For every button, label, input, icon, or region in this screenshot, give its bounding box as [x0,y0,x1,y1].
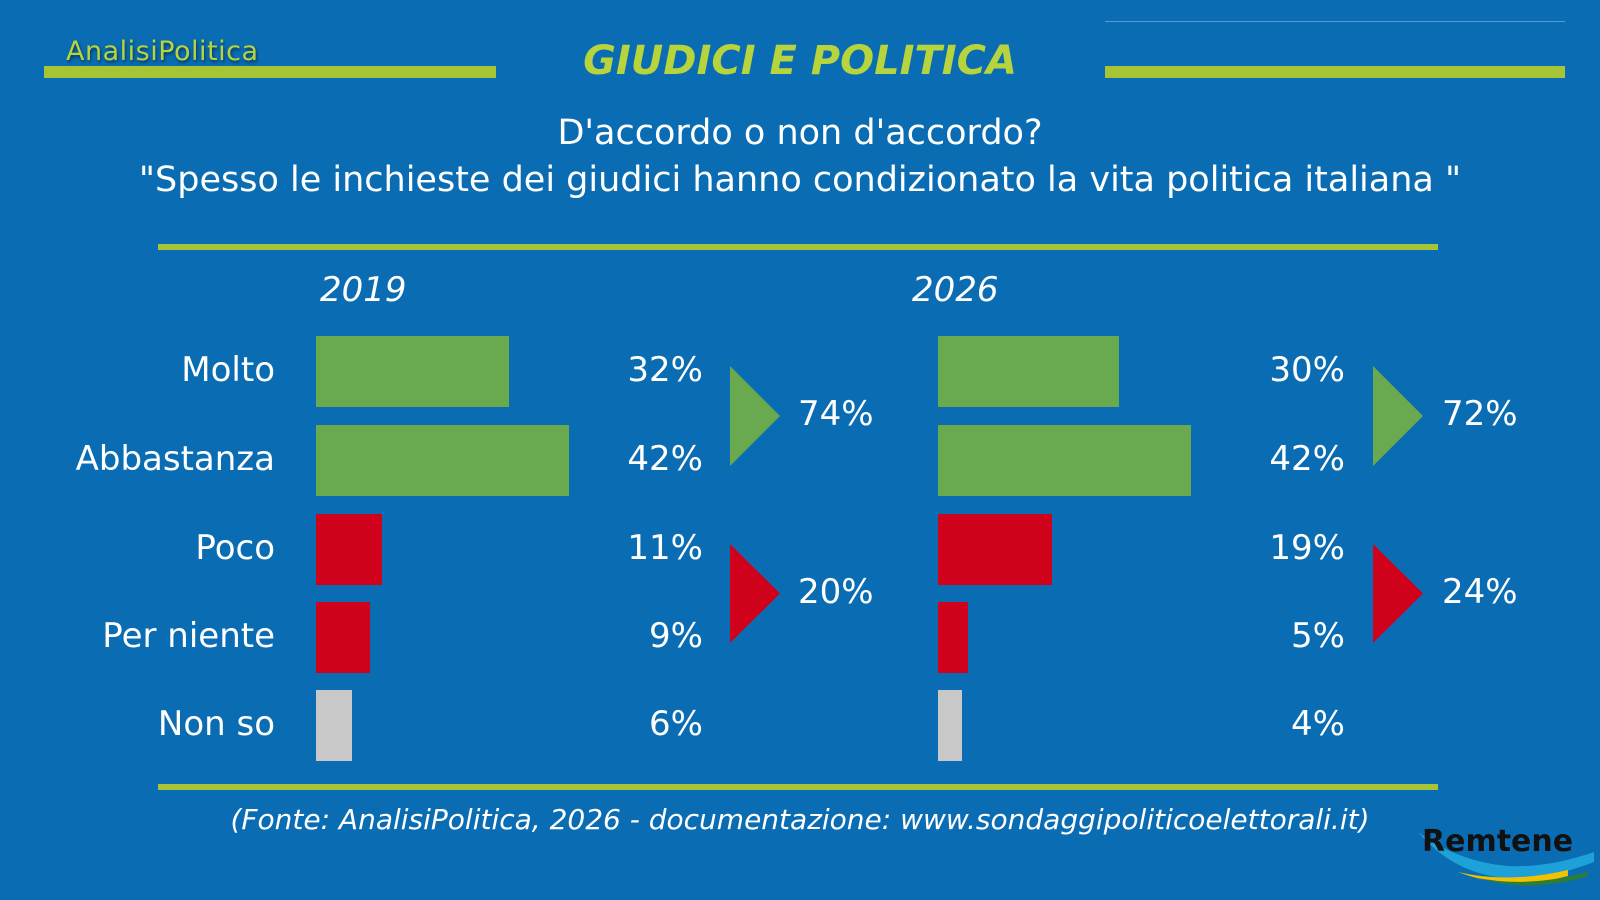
logo-wordmark: Remtene [1422,824,1574,859]
logo-swoosh [1418,832,1594,886]
category-label: Per niente [102,616,275,656]
value-label: 30% [1269,350,1345,390]
question-intro: D'accordo o non d'accordo? [557,113,1043,153]
value-label: 32% [627,350,703,390]
agree-total-label: 72% [1442,394,1518,434]
value-label: 42% [627,439,703,479]
agree-group-arrow [1373,366,1423,466]
bar [938,514,1052,585]
header-rule-left [44,66,496,78]
brand-logo: AnalisiPolitica [66,36,259,67]
category-label: Abbastanza [75,439,275,479]
year-label: 2026 [912,270,999,310]
category-label: Non so [157,704,275,744]
source-note: (Fonte: AnalisiPolitica, 2026 - document… [230,803,1370,836]
disagree-total-label: 24% [1442,571,1518,612]
bar [316,602,370,673]
arrow-shape [1373,544,1423,643]
arrow-shape [730,544,780,643]
bar [316,690,352,761]
arrow-shape [1373,366,1423,466]
disagree-total-label: 20% [798,571,874,612]
bar [316,425,569,496]
agree-group-arrow [730,366,780,466]
value-label: 11% [627,528,703,568]
value-label: 5% [1291,616,1345,656]
agree-total-label: 74% [798,394,874,434]
bar [938,602,968,673]
question-statement: "Spesso le inchieste dei giudici hanno c… [138,160,1462,200]
disagree-group-arrow [1373,544,1423,643]
header-thin-line [1105,21,1565,22]
bar [316,336,509,407]
value-label: 4% [1291,704,1345,744]
value-label: 6% [649,704,703,744]
chart-area: Molto Abbastanza Poco Per niente Non so 2019 3… [75,270,1518,761]
value-label: 42% [1269,439,1345,479]
arrow-shape [730,366,780,466]
category-label: Molto [181,350,275,390]
chart-bottom-rule [158,784,1438,790]
value-label: 19% [1269,528,1345,568]
chart-top-rule [158,244,1438,250]
year-label: 2019 [320,270,407,310]
remtene-logo: Remtene [1418,822,1594,892]
bar [938,690,962,761]
disagree-group-arrow [730,544,780,643]
bar [938,425,1191,496]
value-label: 9% [649,616,703,656]
header-rule-right [1105,66,1565,78]
category-label: Poco [195,528,275,568]
bar [316,514,382,585]
page-title: GIUDICI E POLITICA [583,38,1017,84]
bar [938,336,1119,407]
